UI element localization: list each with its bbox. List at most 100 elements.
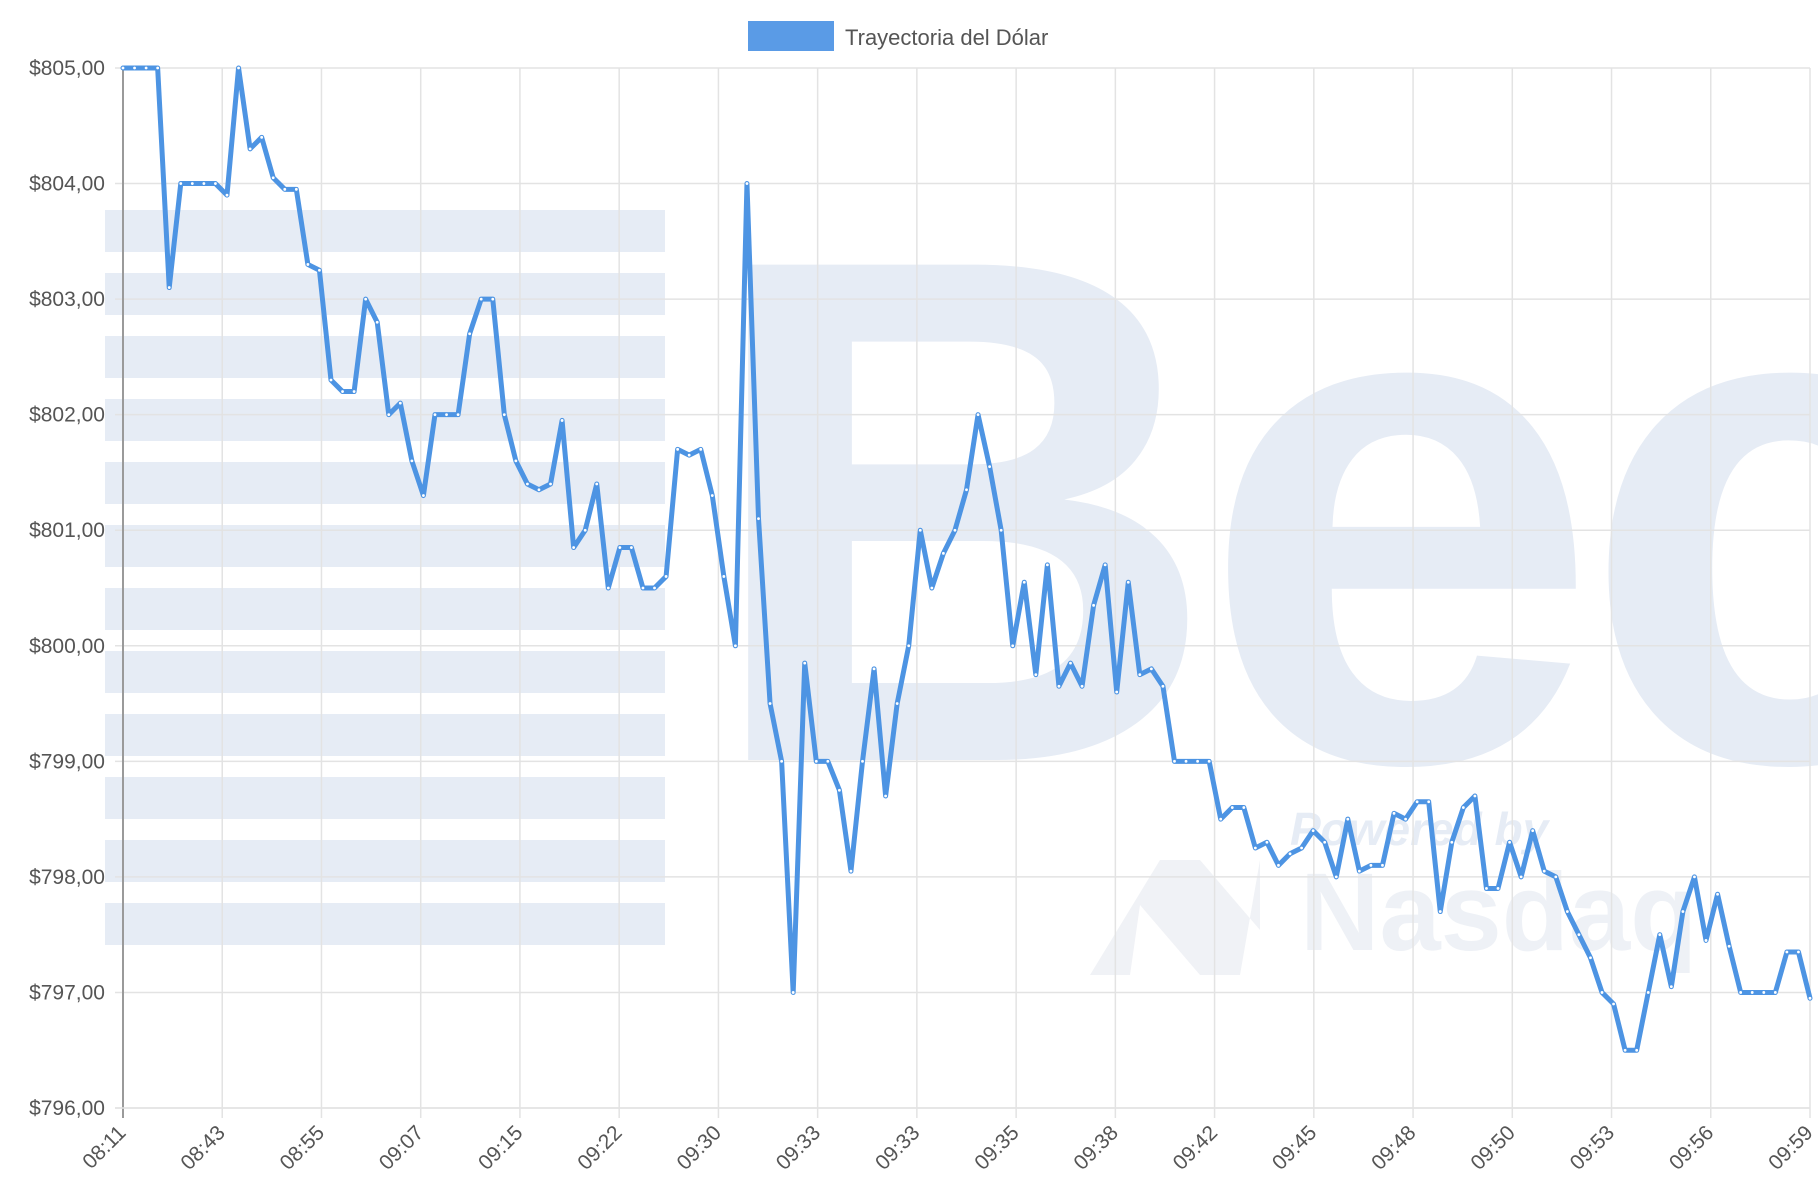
data-point[interactable]: [1149, 666, 1154, 672]
data-point[interactable]: [432, 412, 438, 417]
data-point[interactable]: [1195, 759, 1200, 764]
data-point[interactable]: [1033, 672, 1039, 677]
data-point[interactable]: [1230, 805, 1235, 810]
data-point[interactable]: [1206, 759, 1212, 764]
data-point[interactable]: [1137, 672, 1143, 677]
data-point[interactable]: [1495, 886, 1501, 891]
data-point[interactable]: [1114, 689, 1119, 695]
data-point[interactable]: [1530, 828, 1535, 833]
data-point[interactable]: [421, 493, 426, 498]
data-point[interactable]: [1599, 990, 1605, 995]
data-point[interactable]: [1646, 990, 1651, 995]
data-point[interactable]: [617, 545, 623, 550]
data-point[interactable]: [1310, 828, 1316, 833]
data-point[interactable]: [1276, 863, 1281, 868]
data-point[interactable]: [213, 181, 218, 186]
legend-swatch[interactable]: [748, 21, 834, 51]
data-point[interactable]: [1218, 816, 1223, 822]
data-point[interactable]: [594, 481, 599, 487]
data-point[interactable]: [860, 759, 865, 764]
data-point[interactable]: [1079, 684, 1085, 689]
data-point[interactable]: [1542, 868, 1547, 874]
data-point[interactable]: [1657, 932, 1662, 937]
data-point[interactable]: [606, 585, 611, 591]
data-point[interactable]: [1588, 955, 1593, 960]
data-point[interactable]: [1565, 909, 1570, 914]
data-point[interactable]: [247, 146, 253, 152]
data-point[interactable]: [282, 187, 287, 192]
data-point[interactable]: [1622, 1048, 1628, 1053]
data-point[interactable]: [837, 788, 842, 793]
data-point[interactable]: [340, 389, 345, 394]
data-point[interactable]: [1761, 990, 1766, 995]
data-point[interactable]: [640, 585, 646, 591]
data-point[interactable]: [132, 65, 137, 71]
data-point[interactable]: [1022, 580, 1027, 585]
data-point[interactable]: [1576, 932, 1582, 937]
data-point[interactable]: [1241, 805, 1247, 810]
data-point[interactable]: [998, 528, 1004, 533]
data-point[interactable]: [941, 551, 946, 556]
data-point[interactable]: [1253, 845, 1258, 851]
data-point[interactable]: [143, 65, 149, 71]
data-point[interactable]: [224, 192, 230, 198]
data-point[interactable]: [1380, 863, 1385, 868]
data-point[interactable]: [1634, 1048, 1639, 1053]
data-point[interactable]: [328, 377, 334, 383]
data-point[interactable]: [744, 181, 750, 186]
data-point[interactable]: [1484, 886, 1489, 891]
data-point[interactable]: [1172, 759, 1177, 764]
data-point[interactable]: [190, 181, 195, 186]
data-point[interactable]: [710, 493, 715, 498]
data-point[interactable]: [790, 990, 796, 995]
data-point[interactable]: [548, 481, 553, 487]
data-point[interactable]: [478, 296, 484, 302]
data-point[interactable]: [629, 545, 634, 550]
data-point[interactable]: [906, 643, 911, 648]
data-point[interactable]: [1796, 949, 1801, 955]
data-point[interactable]: [236, 65, 241, 71]
data-point[interactable]: [894, 701, 900, 706]
data-point[interactable]: [1334, 874, 1339, 880]
data-point[interactable]: [975, 412, 981, 417]
data-point[interactable]: [825, 759, 831, 764]
data-point[interactable]: [1773, 990, 1778, 995]
data-point[interactable]: [1449, 840, 1455, 845]
data-point[interactable]: [802, 660, 807, 666]
data-point[interactable]: [1784, 949, 1790, 955]
data-point[interactable]: [698, 447, 703, 452]
data-point[interactable]: [1611, 1001, 1616, 1007]
data-point[interactable]: [559, 418, 565, 423]
data-point[interactable]: [883, 793, 888, 799]
data-point[interactable]: [871, 666, 877, 672]
data-point[interactable]: [490, 296, 495, 302]
data-point[interactable]: [1680, 909, 1686, 914]
data-point[interactable]: [1322, 840, 1327, 845]
data-point[interactable]: [386, 412, 391, 417]
data-point[interactable]: [351, 389, 357, 394]
data-point[interactable]: [929, 585, 935, 591]
data-point[interactable]: [525, 481, 530, 487]
data-point[interactable]: [987, 464, 992, 469]
data-point[interactable]: [305, 262, 311, 267]
data-point[interactable]: [675, 447, 680, 452]
data-point[interactable]: [178, 181, 183, 186]
data-point[interactable]: [733, 643, 738, 648]
data-point[interactable]: [571, 545, 576, 550]
data-point[interactable]: [1183, 759, 1189, 764]
data-point[interactable]: [1299, 845, 1304, 851]
data-point[interactable]: [409, 458, 415, 464]
data-point[interactable]: [1368, 863, 1374, 868]
data-point[interactable]: [1010, 643, 1015, 648]
data-point[interactable]: [756, 516, 761, 521]
data-point[interactable]: [814, 759, 819, 764]
data-point[interactable]: [1426, 799, 1431, 804]
data-point[interactable]: [502, 412, 507, 417]
legend-label[interactable]: Trayectoria del Dólar: [845, 25, 1048, 50]
data-point[interactable]: [398, 400, 403, 406]
data-point[interactable]: [1703, 938, 1709, 943]
data-point[interactable]: [918, 528, 923, 533]
data-point[interactable]: [294, 187, 299, 192]
data-point[interactable]: [1461, 805, 1466, 810]
data-point[interactable]: [1403, 816, 1408, 822]
